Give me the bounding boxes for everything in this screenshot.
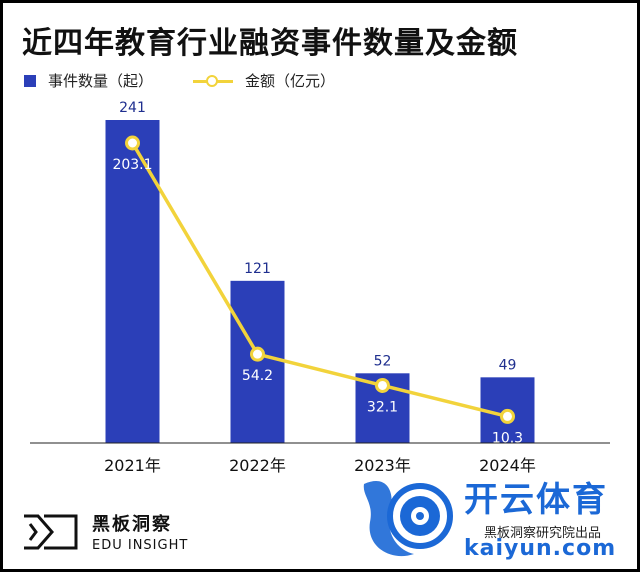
legend-line-label: 金额（亿元）	[245, 72, 336, 90]
x-tick-label: 2021年	[104, 456, 161, 475]
footer-brand: 黑板洞察 EDU INSIGHT	[22, 510, 188, 553]
line-value-label: 203.1	[112, 157, 152, 173]
brand-name-cn: 黑板洞察	[92, 514, 172, 535]
bar-value-label: 121	[244, 261, 271, 277]
legend-line-swatch	[193, 74, 234, 87]
line-point-3	[375, 377, 390, 393]
line-value-label: 32.1	[367, 399, 398, 415]
line-point-2	[250, 346, 265, 362]
chart-title: 近四年教育行业融资事件数量及金额	[22, 26, 518, 61]
brand-name-en: EDU INSIGHT	[92, 538, 189, 553]
bar-value-label: 52	[374, 353, 392, 369]
bar-2	[230, 280, 285, 443]
line-value-label: 10.3	[492, 430, 523, 446]
line-point-4	[500, 408, 515, 424]
bar-value-label: 241	[119, 100, 146, 116]
watermark: 开云体育 黑板洞察研究院出品 kaiyun.com	[356, 470, 626, 566]
x-tick-label: 2023年	[354, 456, 411, 475]
legend-bar-label: 事件数量（起）	[48, 72, 154, 90]
x-tick-label: 2022年	[229, 456, 286, 475]
line-value-label: 54.2	[242, 368, 273, 384]
line-series-amount	[130, 142, 508, 419]
legend: 事件数量（起） 金额（亿元）	[24, 70, 335, 91]
watermark-text-en: kaiyun.com	[464, 536, 617, 561]
source-note: 黑板洞察研究院出品	[484, 526, 602, 541]
x-tick-label: 2024年	[479, 456, 536, 475]
brand-logo-icon	[24, 514, 78, 549]
line-point-1	[125, 135, 140, 151]
watermark-text-cn: 开云体育	[464, 480, 608, 520]
watermark-logo-icon	[363, 480, 453, 557]
bar-value-label: 49	[499, 357, 517, 373]
legend-bar-swatch	[24, 74, 36, 87]
